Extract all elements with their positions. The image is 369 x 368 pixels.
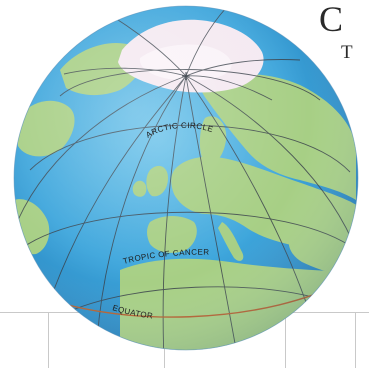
subheading-fragment: T <box>341 42 353 63</box>
north-pole-marker <box>182 72 190 80</box>
heading-fragment: C <box>319 0 344 39</box>
